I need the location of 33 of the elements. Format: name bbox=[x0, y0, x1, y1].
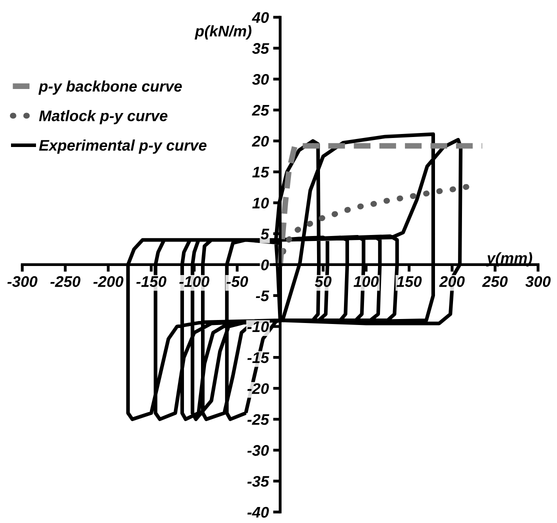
x-tick-label: 150 bbox=[396, 276, 422, 287]
y-tick-label: -5 bbox=[256, 290, 270, 302]
x-tick-label: 100 bbox=[354, 276, 379, 287]
y-tick-label: 35 bbox=[252, 43, 270, 54]
y-tick-label: -25 bbox=[247, 414, 270, 425]
legend-label: Matlock p-y curve bbox=[39, 110, 168, 124]
y-tick-label: 5 bbox=[260, 228, 270, 240]
legend-label: p-y backbone curve bbox=[38, 80, 182, 95]
y-tick-label: -15 bbox=[247, 352, 270, 364]
y-tick-label: -20 bbox=[247, 383, 269, 394]
x-tick-label: 300 bbox=[525, 276, 551, 287]
y-tick-label: 30 bbox=[252, 74, 269, 85]
y-tick-label: 0 bbox=[261, 260, 269, 270]
x-tick-label: 250 bbox=[482, 276, 508, 287]
y-tick-label: 15 bbox=[252, 166, 270, 178]
y-axis-title: p(kN/m) bbox=[194, 25, 252, 40]
y-tick-label: -10 bbox=[247, 321, 269, 332]
y-tick-label: -35 bbox=[247, 476, 270, 487]
y-tick-label: 10 bbox=[252, 198, 269, 208]
x-tick-label: 200 bbox=[439, 276, 465, 287]
x-tick-label: -250 bbox=[50, 276, 80, 287]
x-tick-label: -300 bbox=[7, 276, 38, 287]
legend-label: Experimental p-y curve bbox=[39, 140, 206, 154]
y-tick-label: -30 bbox=[247, 445, 269, 456]
x-tick-label: -100 bbox=[179, 276, 210, 287]
x-tick-label: 50 bbox=[314, 276, 332, 287]
x-tick-label: -50 bbox=[226, 276, 248, 287]
y-tick-label: -40 bbox=[247, 506, 269, 518]
y-tick-label: 40 bbox=[252, 12, 269, 23]
y-tick-label: 20 bbox=[252, 136, 269, 147]
y-tick-label: 25 bbox=[252, 104, 270, 116]
x-tick-label: -200 bbox=[93, 276, 124, 287]
x-tick-label: -150 bbox=[136, 276, 166, 287]
